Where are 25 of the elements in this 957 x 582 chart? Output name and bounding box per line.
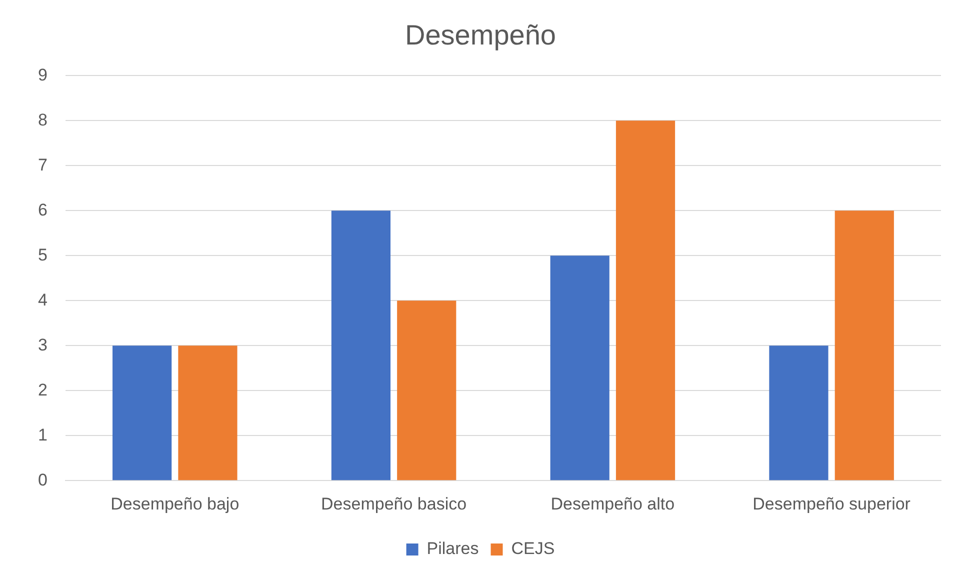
bar [616, 120, 676, 480]
bar [178, 346, 238, 480]
y-tick-label: 2 [38, 380, 48, 400]
legend-label: CEJS [511, 539, 555, 558]
bar [769, 346, 828, 480]
y-tick-label: 8 [38, 110, 48, 130]
bar [834, 210, 894, 480]
y-tick-label: 4 [38, 290, 48, 310]
bar [331, 210, 390, 480]
y-tick-label: 7 [38, 155, 48, 174]
x-tick-label: Desempeño basico [321, 494, 467, 514]
chart-title: Desempeño [405, 20, 556, 51]
x-tick-label: Desempeño superior [752, 494, 911, 514]
y-tick-label: 9 [38, 65, 48, 84]
y-tick-label: 6 [38, 200, 48, 220]
y-tick-label: 1 [38, 425, 48, 444]
bar [550, 256, 610, 480]
y-tick-label: 3 [38, 335, 48, 354]
y-tick-label: 5 [38, 245, 48, 264]
y-tick-label: 0 [38, 470, 48, 490]
bar [112, 346, 172, 480]
bar [397, 300, 456, 480]
legend-label: Pilares [426, 539, 479, 558]
x-tick-label: Desempeño bajo [110, 494, 240, 514]
x-tick-label: Desempeño alto [550, 494, 675, 514]
